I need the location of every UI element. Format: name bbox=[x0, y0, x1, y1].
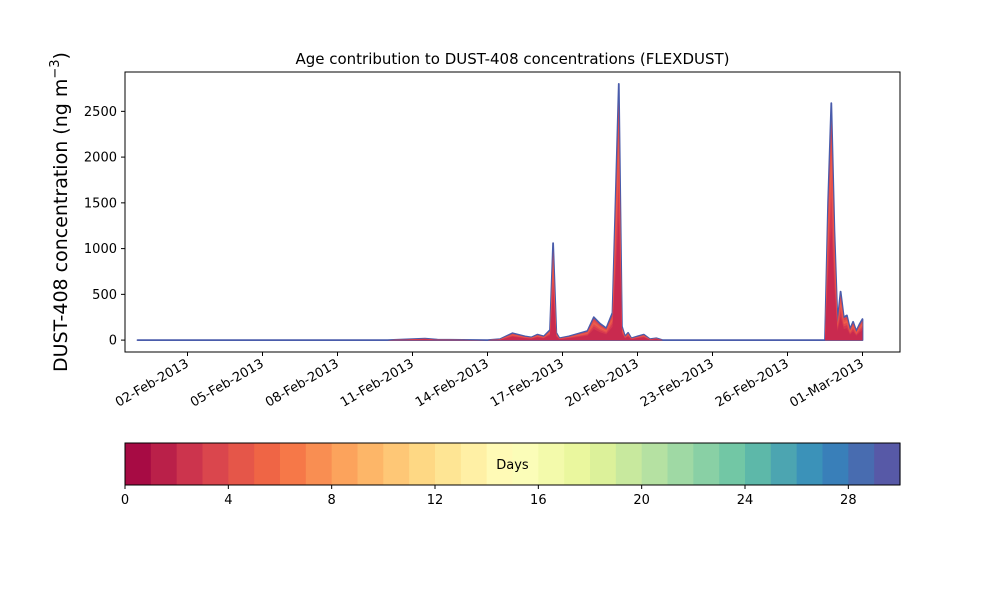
colorbar-band bbox=[254, 443, 281, 485]
colorbar-band bbox=[848, 443, 875, 485]
colorbar-band bbox=[719, 443, 746, 485]
colorbar-label: Days bbox=[496, 458, 529, 473]
colorbar-band bbox=[409, 443, 436, 485]
y-tick-label: 2000 bbox=[84, 151, 117, 166]
x-tick-label: 20-Feb-2013 bbox=[563, 356, 642, 410]
x-tick-label: 14-Feb-2013 bbox=[413, 356, 492, 410]
colorbar-band bbox=[745, 443, 772, 485]
colorbar-band bbox=[280, 443, 307, 485]
age-area-layer bbox=[136, 83, 864, 341]
x-tick-label: 08-Feb-2013 bbox=[263, 356, 342, 410]
x-tick-label: 26-Feb-2013 bbox=[713, 356, 792, 410]
colorbar-band bbox=[667, 443, 694, 485]
colorbar-band bbox=[357, 443, 384, 485]
x-tick-label: 17-Feb-2013 bbox=[488, 356, 567, 410]
colorbar-bands bbox=[125, 443, 901, 485]
colorbar-band bbox=[202, 443, 229, 485]
colorbar-tick-label: 4 bbox=[224, 493, 232, 508]
colorbar-band bbox=[486, 443, 514, 485]
y-tick-label: 2500 bbox=[84, 105, 117, 120]
plot-area: 0 500 1000 1500 2000 2500 02-Feb-201305-Feb-2… bbox=[84, 71, 901, 411]
colorbar-band bbox=[822, 443, 849, 485]
colorbar-tick-label: 20 bbox=[633, 493, 650, 508]
colorbar-tick-label: 16 bbox=[530, 493, 547, 508]
y-tick-label: 1500 bbox=[84, 196, 117, 211]
colorbar-band bbox=[460, 443, 488, 485]
colorbar-ticks: 0 4 8 12 16 20 24 28 bbox=[121, 485, 857, 508]
plot-background bbox=[125, 72, 900, 352]
colorbar-tick-label: 12 bbox=[427, 493, 444, 508]
colorbar-band bbox=[641, 443, 669, 485]
colorbar-band bbox=[874, 443, 901, 485]
colorbar-band bbox=[564, 443, 591, 485]
colorbar-frame bbox=[124, 442, 901, 486]
y-tick-label: 0 bbox=[109, 334, 117, 349]
colorbar-band bbox=[125, 443, 152, 485]
colorbar-tick-label: 0 bbox=[121, 493, 129, 508]
x-tick-label: 01-Mar-2013 bbox=[787, 356, 866, 410]
y-axis-label-exponent: −3 bbox=[48, 59, 63, 78]
colorbar-band bbox=[228, 443, 255, 485]
colorbar-band bbox=[538, 443, 565, 485]
x-axis-ticks: 02-Feb-201305-Feb-201308-Feb-201311-Feb-… bbox=[113, 352, 867, 411]
colorbar-band bbox=[383, 443, 410, 485]
y-axis-label-main: DUST-408 concentration (ng m bbox=[50, 79, 72, 372]
colorbar-band bbox=[796, 443, 824, 485]
age-area-layers bbox=[136, 83, 864, 341]
x-tick-label: 05-Feb-2013 bbox=[188, 356, 267, 410]
y-axis-label: DUST-408 concentration (ng m−3) bbox=[48, 52, 72, 372]
colorbar-band bbox=[435, 443, 462, 485]
colorbar-band bbox=[693, 443, 720, 485]
y-axis-ticks: 0 500 1000 1500 2000 2500 bbox=[84, 105, 125, 349]
x-tick-label: 23-Feb-2013 bbox=[638, 356, 717, 410]
y-tick-label: 1000 bbox=[84, 242, 117, 257]
colorbar-tick-label: 24 bbox=[737, 493, 754, 508]
colorbar-tick-label: 28 bbox=[840, 493, 857, 508]
colorbar-band bbox=[512, 443, 539, 485]
colorbar-band bbox=[176, 443, 204, 485]
y-tick-label: 500 bbox=[92, 288, 117, 303]
colorbar-band bbox=[331, 443, 359, 485]
colorbar-band bbox=[305, 443, 333, 485]
colorbar-band bbox=[615, 443, 643, 485]
x-tick-label: 11-Feb-2013 bbox=[338, 356, 417, 410]
y-axis-label-close: ) bbox=[50, 52, 72, 59]
colorbar-tick-label: 8 bbox=[328, 493, 336, 508]
colorbar: Days 0 4 8 12 16 20 24 28 bbox=[121, 442, 901, 508]
colorbar-band bbox=[770, 443, 798, 485]
colorbar-band bbox=[590, 443, 617, 485]
x-tick-label: 02-Feb-2013 bbox=[113, 356, 192, 410]
chart-title: Age contribution to DUST-408 concentrati… bbox=[295, 50, 729, 68]
colorbar-band bbox=[150, 443, 178, 485]
plot-frame bbox=[124, 71, 901, 353]
